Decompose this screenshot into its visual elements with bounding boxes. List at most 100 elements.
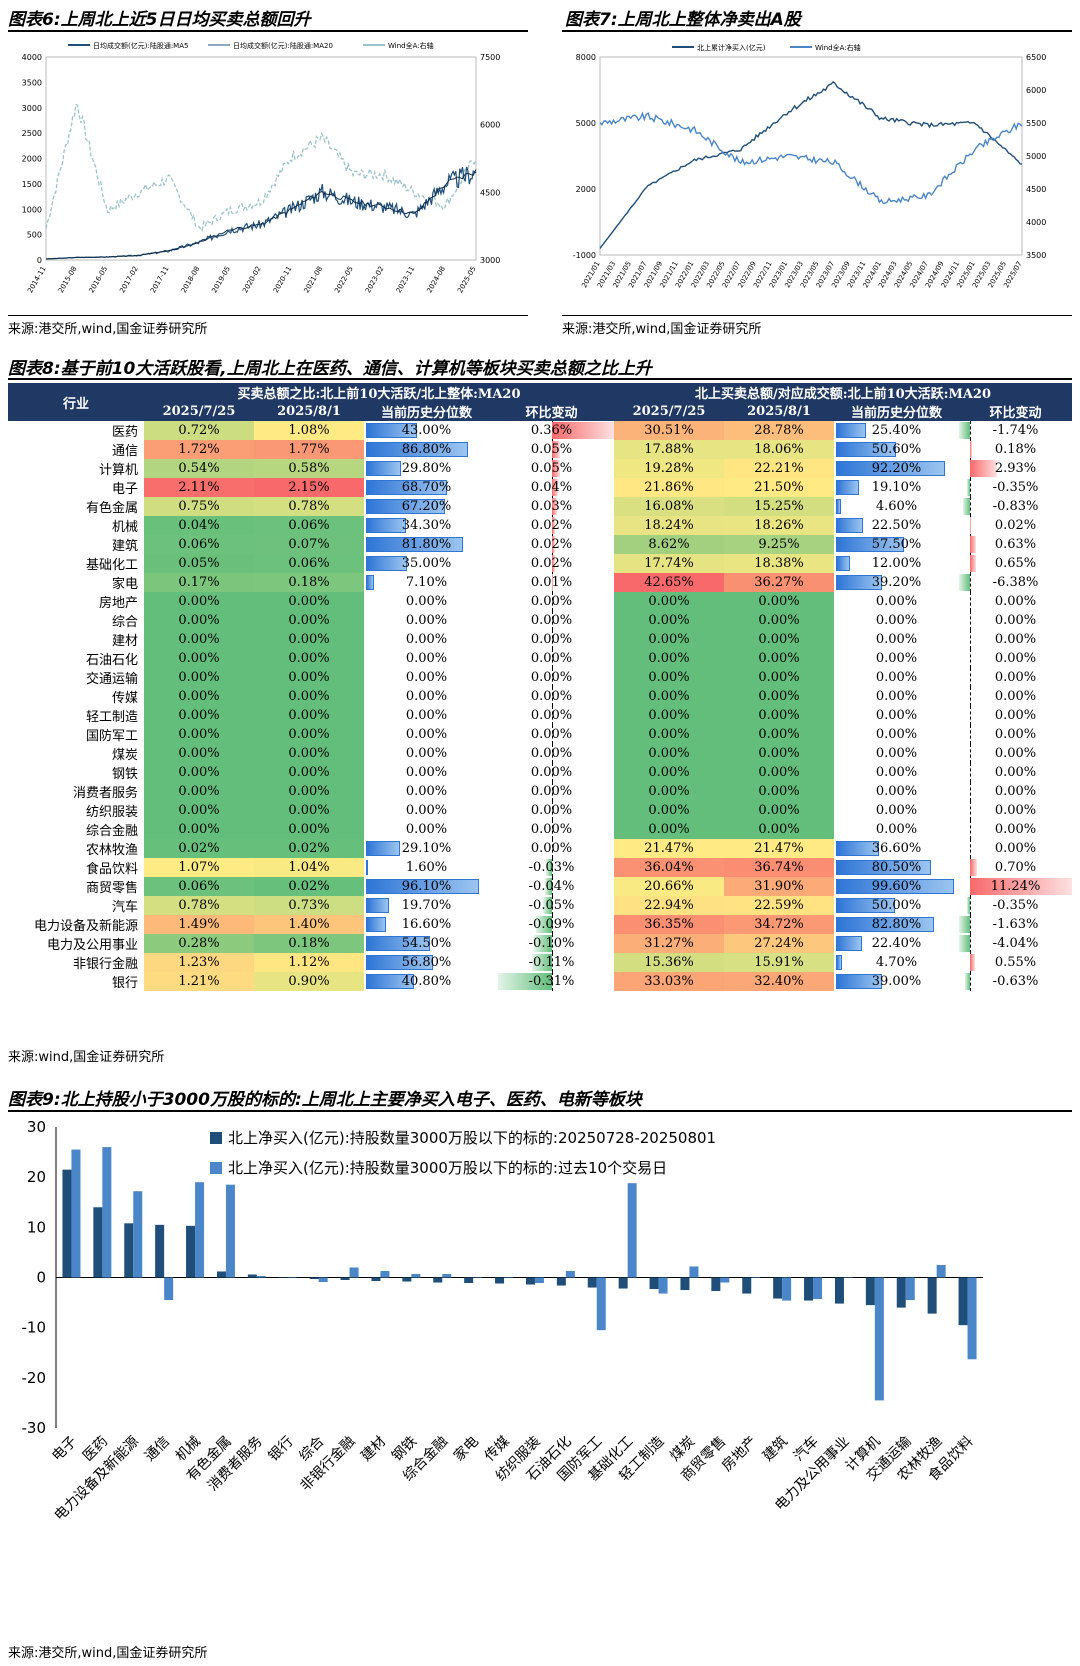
industry-cell: 钢铁 xyxy=(8,763,144,782)
fig9-bar xyxy=(927,1277,937,1314)
change-cell: -0.35% xyxy=(959,478,1072,497)
ratio2-value: 21.47% xyxy=(644,841,694,856)
percentile-value: 81.80% xyxy=(401,537,452,552)
percentile-cell: 35.00% xyxy=(364,554,489,573)
fig7-ytick: 8000 xyxy=(576,53,596,62)
change-value: 0.00% xyxy=(530,746,573,761)
percentile-cell: 1.60% xyxy=(364,858,489,877)
change-value: 0.02% xyxy=(530,537,573,552)
industry-cell: 基础化工 xyxy=(8,554,144,573)
table-row: 食品饮料 1.07% 1.04% 1.60% -0.03% 36.04% 36.74% 80.… xyxy=(8,858,1072,877)
percentile-value: 4.70% xyxy=(875,955,918,970)
change-value: 11.24% xyxy=(990,879,1041,894)
percentile-cell: 0.00% xyxy=(364,801,489,820)
change-axis xyxy=(970,630,972,649)
percentile-value: 0.00% xyxy=(405,651,448,666)
industry-label: 电力及公用事业 xyxy=(46,938,138,953)
industry-cell: 有色金属 xyxy=(8,497,144,516)
change-value: 0.00% xyxy=(994,689,1037,704)
ratio2-cell: 0.00% xyxy=(724,687,835,706)
ratio1-cell: 0.58% xyxy=(254,459,364,478)
ratio2-value: 9.25% xyxy=(758,537,800,552)
change-bar xyxy=(542,897,552,914)
percentile-value: 16.60% xyxy=(401,917,452,932)
table-row: 计算机 0.54% 0.58% 29.80% 0.05% 19.28% 22.21% 92.2… xyxy=(8,459,1072,478)
industry-label: 石油石化 xyxy=(85,653,138,668)
industry-label: 钢铁 xyxy=(111,767,138,782)
change-bar xyxy=(959,916,971,933)
fig6-y2tick: 7500 xyxy=(480,53,500,62)
industry-label: 电子 xyxy=(111,482,138,497)
ratio1-value: 0.78% xyxy=(178,898,220,913)
fig9-source: 来源:港交所,wind,国金证券研究所 xyxy=(8,1646,208,1661)
fig7-y2tick: 6500 xyxy=(1026,53,1046,62)
ratio2-cell: 31.27% xyxy=(614,934,725,953)
ratio1-value: 1.21% xyxy=(178,974,220,989)
ratio2-value: 0.00% xyxy=(648,613,690,628)
change-axis xyxy=(970,497,972,516)
ratio1-value: 0.72% xyxy=(178,423,220,438)
industry-label: 农林牧渔 xyxy=(85,843,138,858)
change-axis xyxy=(551,611,553,630)
ratio1-cell: 0.00% xyxy=(254,763,364,782)
change-bar xyxy=(551,555,555,572)
fig9-bar xyxy=(349,1267,359,1278)
change-value: 0.00% xyxy=(994,594,1037,609)
industry-cell: 银行 xyxy=(8,972,144,991)
ratio1-cell: 0.00% xyxy=(144,592,254,611)
percentile-value: 29.80% xyxy=(401,461,452,476)
industry-label: 计算机 xyxy=(98,463,138,478)
fig9-bar xyxy=(164,1277,174,1301)
ratio1-value: 0.00% xyxy=(178,784,220,799)
ratio2-value: 15.36% xyxy=(644,955,694,970)
ratio2-cell: 27.24% xyxy=(724,934,835,953)
change-value: -4.04% xyxy=(992,936,1039,951)
percentile-value: 99.60% xyxy=(871,879,922,894)
ratio2-value: 0.00% xyxy=(648,784,690,799)
ratio1-value: 0.00% xyxy=(288,689,330,704)
table-row: 电力及公用事业 0.28% 0.18% 54.50% -0.10% 31.27% 27.24… xyxy=(8,934,1072,953)
ratio1-cell: 0.00% xyxy=(254,687,364,706)
ratio1-cell: 0.06% xyxy=(144,535,254,554)
change-cell: 0.00% xyxy=(489,687,614,706)
industry-cell: 轻工制造 xyxy=(8,706,144,725)
ratio2-value: 36.35% xyxy=(644,917,694,932)
fig9-bar xyxy=(843,1277,853,1278)
change-cell: 0.00% xyxy=(489,839,614,858)
fig6-xtick: 2020-11 xyxy=(272,265,294,294)
ratio2-cell: 0.00% xyxy=(724,725,835,744)
change-cell: 0.00% xyxy=(489,630,614,649)
ratio1-value: 0.06% xyxy=(288,518,330,533)
change-axis xyxy=(970,668,972,687)
ratio1-cell: 0.06% xyxy=(254,554,364,573)
table-row: 综合 0.00% 0.00% 0.00% 0.00% 0.00% 0.00% 0.00% 0.0… xyxy=(8,611,1072,630)
fig9-bar xyxy=(256,1275,266,1278)
fig7-legend-label: Wind全A:右轴 xyxy=(815,43,861,52)
ratio1-cell: 1.07% xyxy=(144,858,254,877)
change-axis xyxy=(551,687,553,706)
fig9-ytick: 30 xyxy=(27,1118,46,1136)
change-cell: 11.24% xyxy=(959,877,1073,896)
percentile-bar xyxy=(836,499,842,514)
percentile-value: 54.50% xyxy=(401,936,452,951)
change-axis xyxy=(551,953,553,972)
ratio1-value: 0.78% xyxy=(288,499,330,514)
fig6-ytick: 4000 xyxy=(22,53,42,62)
fig6-bottom-rule xyxy=(8,315,528,316)
change-bar xyxy=(959,574,971,591)
ratio2-value: 15.25% xyxy=(754,499,804,514)
fig6-title: 图表6:上周北上近5日日均买卖总额回升 xyxy=(8,10,311,30)
percentile-cell: 50.00% xyxy=(834,896,959,915)
fig9-ytick: 20 xyxy=(27,1168,46,1186)
ratio2-cell: 32.40% xyxy=(724,972,835,991)
ratio2-value: 0.00% xyxy=(758,822,800,837)
change-value: -0.35% xyxy=(992,480,1039,495)
percentile-value: 0.00% xyxy=(405,765,448,780)
ratio2-value: 0.00% xyxy=(758,632,800,647)
fig7-ytick: -1000 xyxy=(573,251,596,260)
percentile-value: 0.00% xyxy=(875,822,918,837)
change-cell: 0.05% xyxy=(489,440,614,459)
percentile-cell: 0.00% xyxy=(834,649,959,668)
change-bar xyxy=(535,916,552,933)
fig7-y2tick: 3500 xyxy=(1026,251,1046,260)
